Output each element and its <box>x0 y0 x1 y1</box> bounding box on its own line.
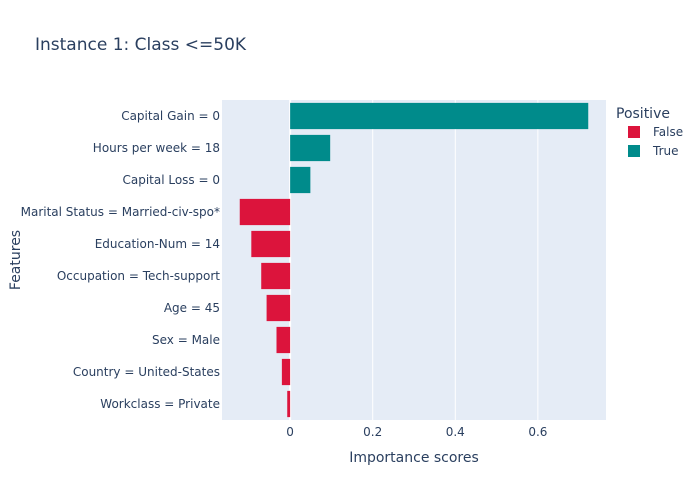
y-tick-label: Hours per week = 18 <box>93 141 220 155</box>
y-axis-title: Features <box>8 230 24 290</box>
bar <box>290 134 331 162</box>
x-axis-title: Importance scores <box>349 450 479 466</box>
y-tick-labels: Capital Gain = 0 Hours per week = 18 Capit… <box>21 109 221 411</box>
legend-label: False <box>653 125 683 139</box>
bar <box>261 262 291 290</box>
x-tick-labels: 0 0.2 0.4 0.6 <box>286 425 547 439</box>
bar <box>290 166 311 194</box>
bar <box>239 198 291 226</box>
x-tick-label: 0.2 <box>363 425 382 439</box>
chart-title: Instance 1: Class <=50K <box>35 35 247 55</box>
y-tick-label: Marital Status = Married-civ-spo* <box>21 205 220 219</box>
plot-area <box>222 100 606 420</box>
bar <box>276 326 291 354</box>
y-tick-label: Sex = Male <box>152 333 220 347</box>
x-tick-label: 0 <box>286 425 294 439</box>
legend-swatch <box>628 126 640 138</box>
y-tick-label: Capital Loss = 0 <box>122 173 220 187</box>
y-tick-label: Education-Num = 14 <box>95 237 220 251</box>
y-tick-label: Capital Gain = 0 <box>121 109 220 123</box>
y-tick-label: Occupation = Tech-support <box>57 269 220 283</box>
bar <box>287 390 291 418</box>
y-tick-label: Workclass = Private <box>100 397 220 411</box>
legend-swatch <box>628 145 640 157</box>
bars <box>239 102 589 418</box>
bar <box>281 358 291 386</box>
bar <box>266 294 291 322</box>
y-tick-label: Age = 45 <box>164 301 220 315</box>
bar <box>251 230 291 258</box>
legend-label: True <box>652 144 679 158</box>
bar <box>290 102 589 130</box>
x-tick-label: 0.6 <box>528 425 547 439</box>
y-tick-label: Country = United-States <box>73 365 220 379</box>
x-tick-label: 0.4 <box>446 425 465 439</box>
legend: Positive False True <box>616 106 683 158</box>
legend-title: Positive <box>616 106 670 122</box>
